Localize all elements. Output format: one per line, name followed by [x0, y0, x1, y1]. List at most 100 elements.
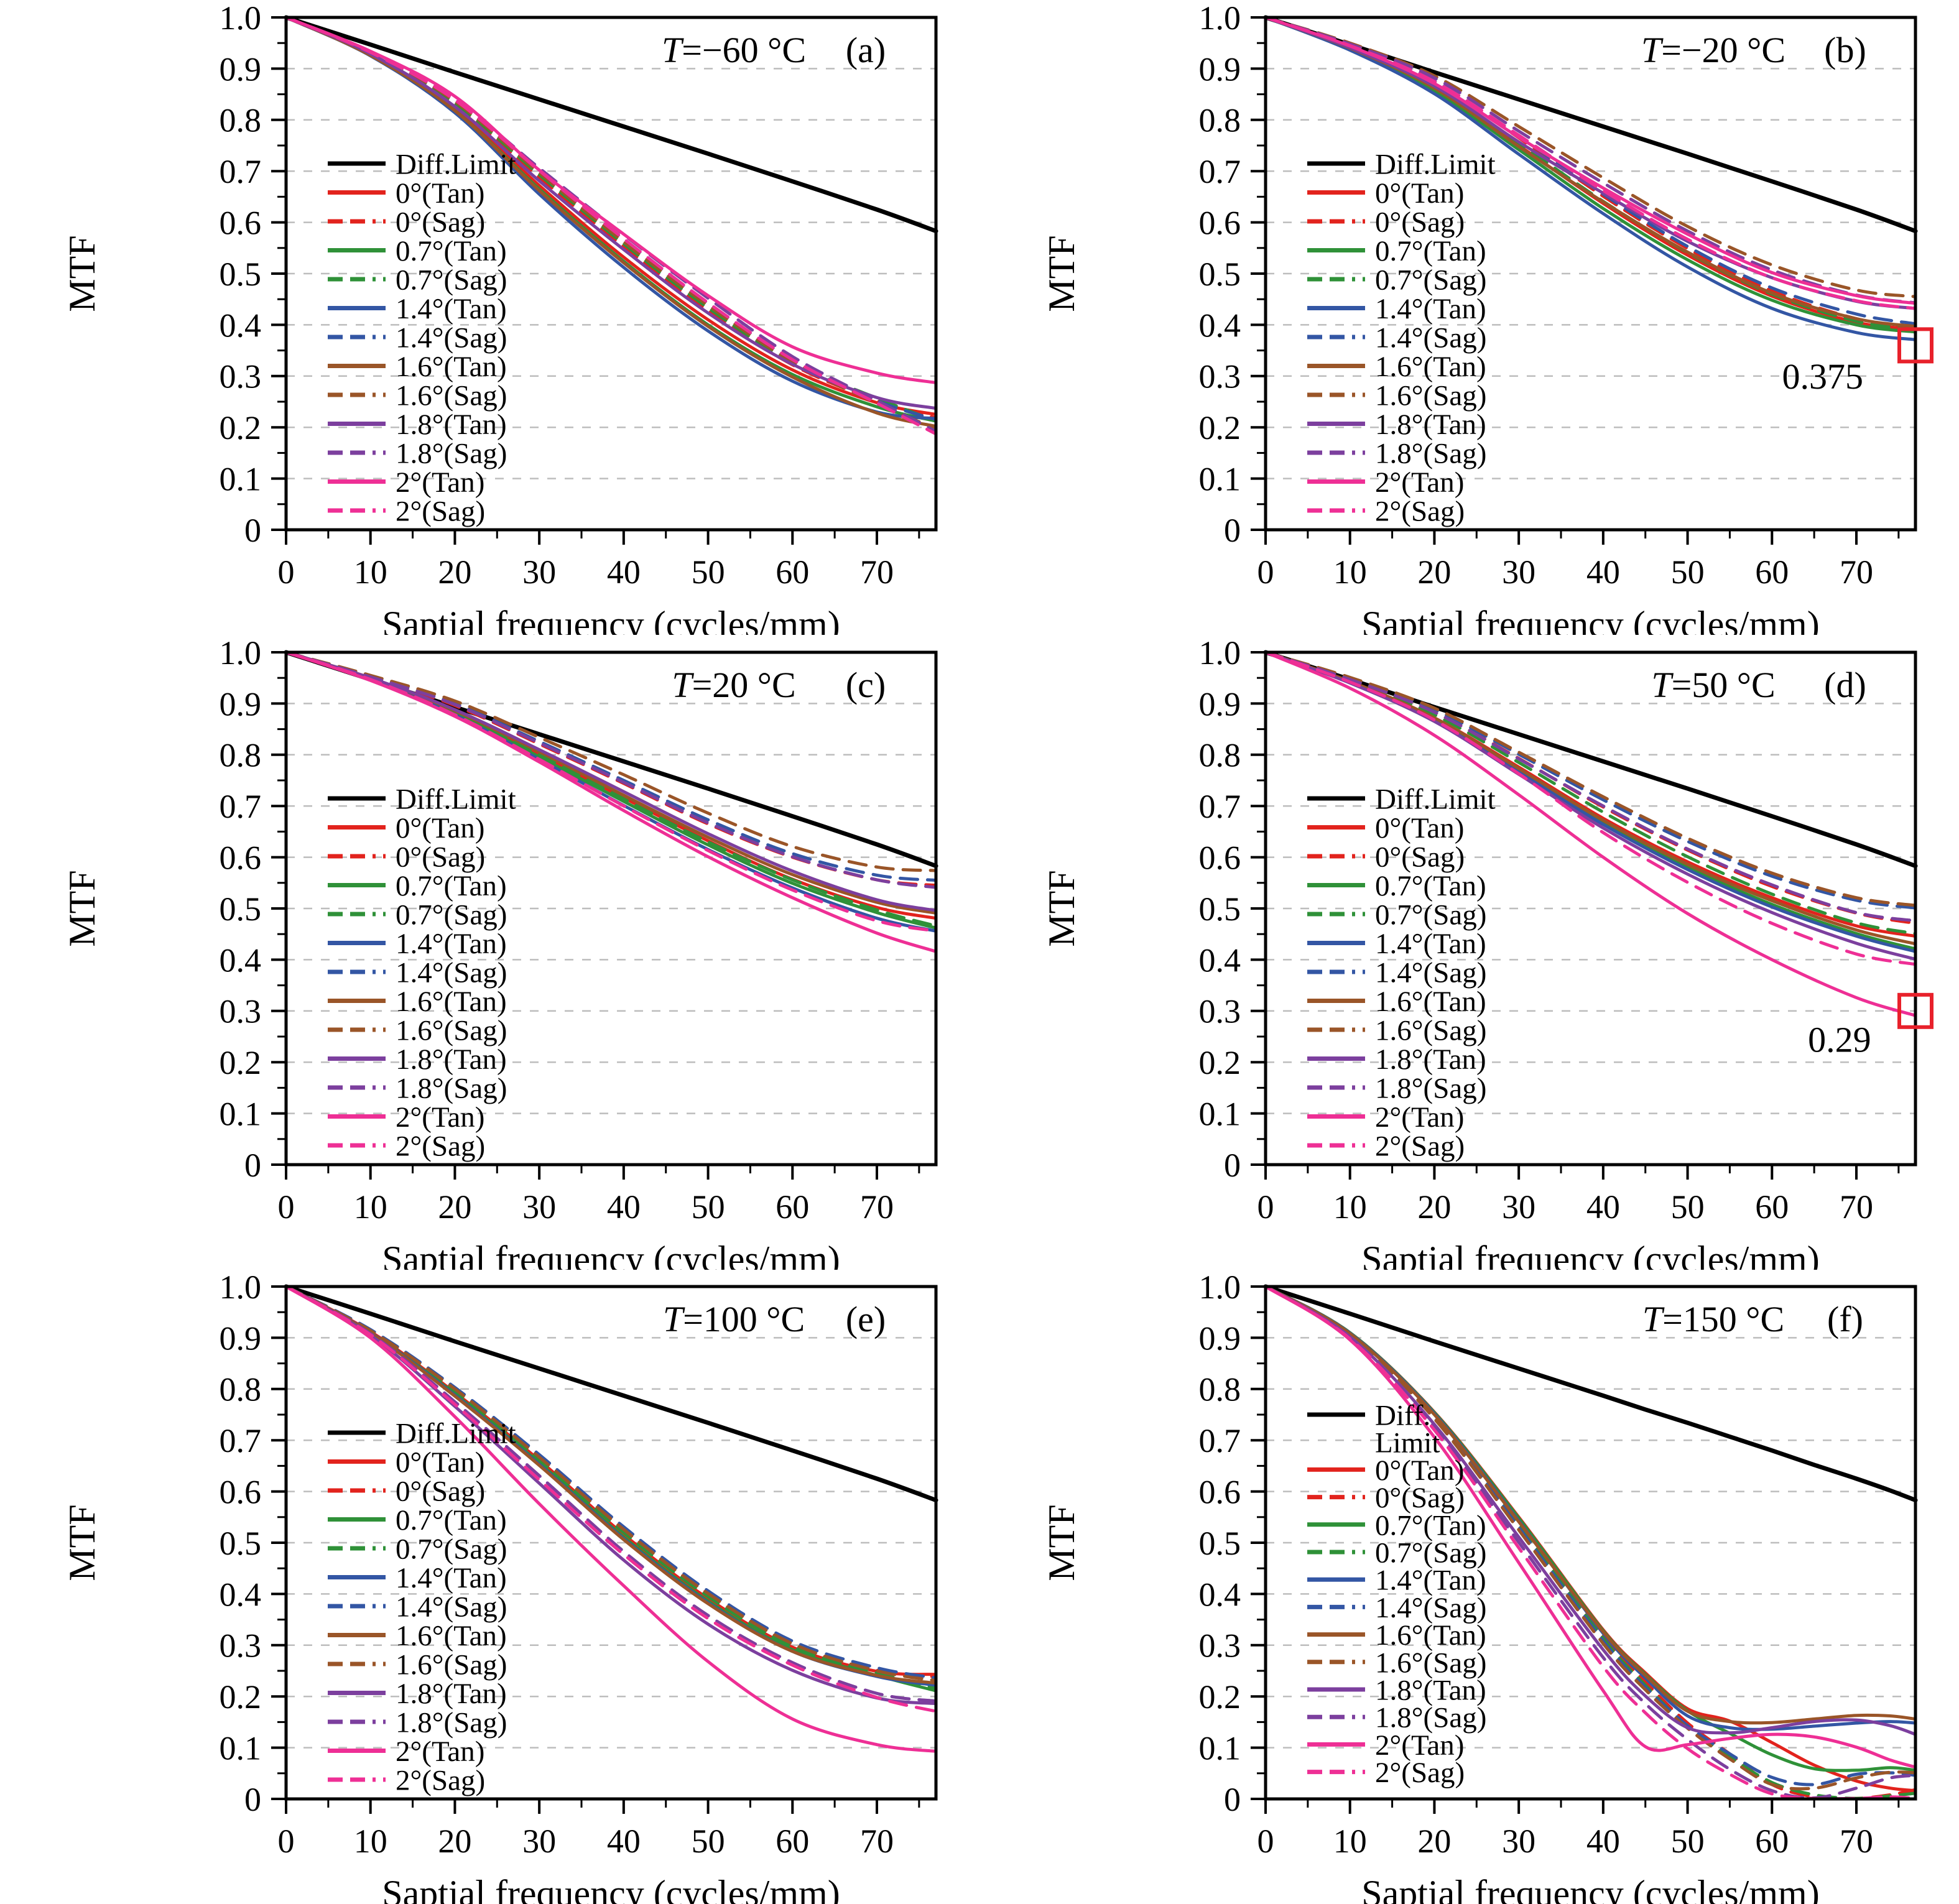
x-tick-label: 40 — [1586, 1188, 1620, 1226]
legend-label: 1.8°(Sag) — [396, 1072, 507, 1104]
x-tick-label: 20 — [1417, 1823, 1451, 1860]
legend-label: 0.7°(Tan) — [1375, 1509, 1486, 1541]
legend-label: 1.4°(Sag) — [1375, 321, 1486, 354]
x-tick-label: 10 — [354, 553, 387, 591]
legend-label: 2°(Tan) — [396, 1735, 484, 1768]
series-diff — [1263, 650, 1918, 869]
x-axis-title: Saptial frequency (cycles/mm) — [382, 1239, 840, 1270]
mtf-chart-(b): 0 10 20 30 40 50 60 70 0 0.1 0.2 0.3 0.4 0.5 0.6 0.7 0.8… — [1041, 0, 1934, 635]
panel-c-mtf-20c: 0 10 20 30 40 50 60 70 0 0.1 0.2 0.3 0.4 0.5 0.6 0.7 0.8… — [0, 635, 980, 1270]
series-sag16 — [1264, 16, 1917, 298]
series-sag16 — [284, 650, 938, 872]
x-tick-label: 20 — [1417, 1188, 1451, 1226]
x-tick-label: 30 — [1502, 1823, 1535, 1860]
y-tick-label: 1.0 — [220, 635, 262, 672]
panel-letter: (f) — [1827, 1299, 1863, 1339]
legend-label: 0°(Sag) — [1375, 206, 1465, 238]
annotation-value: 0.29 — [1808, 1019, 1871, 1060]
annotation-value: 0.375 — [1782, 356, 1863, 397]
x-tick-label: 40 — [1586, 1823, 1620, 1860]
panel-letter: (b) — [1824, 30, 1866, 70]
mtf-chart-(a): 0 10 20 30 40 50 60 70 0 0.1 0.2 0.3 0.4 0.5 0.6 0.7 0.8… — [62, 0, 938, 635]
mtf-chart-(c): 0 10 20 30 40 50 60 70 0 0.1 0.2 0.3 0.4 0.5 0.6 0.7 0.8… — [62, 635, 938, 1270]
x-tick-label: 60 — [776, 1188, 809, 1226]
y-tick-label: 0.3 — [220, 1627, 262, 1665]
series-sag16 — [1264, 650, 1917, 907]
legend-label: Diff.Limit — [1375, 783, 1496, 815]
x-tick-label: 70 — [860, 553, 894, 591]
legend-label: 1.8°(Sag) — [1375, 437, 1486, 469]
y-tick-label: 0.6 — [1199, 1474, 1241, 1511]
x-tick-label: 10 — [1333, 1823, 1367, 1860]
x-tick-label: 0 — [278, 1188, 295, 1226]
panel-title: T=50 °C — [1651, 665, 1775, 705]
y-tick-label: 0.3 — [1199, 358, 1241, 395]
x-tick-label: 60 — [1755, 1823, 1789, 1860]
x-axis-title: Saptial frequency (cycles/mm) — [382, 604, 840, 635]
x-tick-label: 50 — [1671, 553, 1705, 591]
panel-a-mtf-minus60c: 0 10 20 30 40 50 60 70 0 0.1 0.2 0.3 0.4 0.5 0.6 0.7 0.8… — [0, 0, 980, 635]
y-tick-label: 0.8 — [220, 102, 262, 139]
series-tan2 — [1264, 1285, 1917, 1769]
panel-b-mtf-minus20c: 0 10 20 30 40 50 60 70 0 0.1 0.2 0.3 0.4 0.5 0.6 0.7 0.8… — [980, 0, 1959, 635]
y-tick-label: 0.9 — [1199, 1319, 1241, 1357]
legend-label: 0°(Tan) — [1375, 1454, 1464, 1487]
legend-label: Diff.Limit — [396, 783, 516, 815]
y-tick-label: 0.3 — [1199, 1627, 1241, 1665]
x-tick-label: 30 — [522, 553, 556, 591]
x-tick-label: 60 — [1755, 1188, 1789, 1226]
x-tick-label: 50 — [1671, 1188, 1705, 1226]
legend-label: 1.8°(Sag) — [1375, 1702, 1486, 1734]
series-tan2 — [284, 1285, 938, 1753]
legend-label: 0.7°(Tan) — [396, 1504, 507, 1537]
x-tick-label: 70 — [860, 1188, 894, 1226]
gridlines — [1266, 703, 1915, 1114]
legend-label: 0°(Sag) — [396, 1475, 485, 1507]
legend-label: 2°(Tan) — [1375, 1101, 1464, 1134]
y-tick-label: 0.5 — [1199, 1525, 1241, 1562]
legend-label: 2°(Tan) — [1375, 1729, 1464, 1762]
y-tick-label: 0.9 — [1199, 50, 1241, 88]
y-tick-label: 0.6 — [220, 205, 262, 242]
legend-label: 1.6°(Sag) — [1375, 1014, 1486, 1047]
x-tick-label: 50 — [692, 1188, 725, 1226]
series-sag0 — [1264, 650, 1917, 925]
legend-label: 1.8°(Tan) — [396, 1043, 507, 1076]
legend-label: 1.6°(Sag) — [396, 1648, 507, 1681]
series-tan2 — [1264, 650, 1917, 1017]
y-tick-label: 0 — [244, 1781, 261, 1818]
x-tick-label: 0 — [278, 1823, 295, 1860]
x-tick-label: 30 — [1502, 553, 1535, 591]
legend-label: 1.8°(Sag) — [396, 1706, 507, 1739]
series-sag18 — [1264, 650, 1917, 923]
legend-label: 1.6°(Tan) — [1375, 1619, 1486, 1652]
panel-letter: (a) — [846, 30, 886, 70]
axis-ticks: 0 10 20 30 40 50 60 70 0 0.1 0.2 0.3 0.4 0.5 0.6 0.7 0.8… — [220, 635, 920, 1226]
legend-label: 0.7°(Tan) — [396, 235, 507, 267]
legend-label: 0°(Tan) — [396, 177, 484, 210]
legend-label: 1.4°(Sag) — [1375, 1592, 1486, 1624]
legend-label: 1.4°(Sag) — [396, 1591, 507, 1623]
series-sag2 — [284, 1285, 938, 1713]
series-diff — [1263, 1284, 1918, 1503]
y-tick-label: 0 — [244, 1147, 261, 1184]
legend-label: 0.7°(Sag) — [1375, 264, 1486, 296]
series-sag2 — [1264, 16, 1917, 310]
x-tick-label: 20 — [438, 1188, 471, 1226]
y-tick-label: 0.7 — [220, 788, 262, 825]
series-sag14 — [1264, 1285, 1917, 1786]
series-sag18 — [284, 650, 938, 889]
series-sag2 — [1264, 1285, 1917, 1801]
x-tick-label: 10 — [354, 1188, 387, 1226]
y-tick-label: 0.2 — [220, 1044, 262, 1081]
x-tick-label: 10 — [1333, 1188, 1367, 1226]
y-tick-label: 0.1 — [1199, 1096, 1241, 1133]
x-tick-label: 40 — [607, 1823, 641, 1860]
curves — [1263, 1284, 1918, 1801]
x-axis-title: Saptial frequency (cycles/mm) — [1361, 1239, 1819, 1270]
legend-label: 1.6°(Tan) — [396, 351, 507, 383]
x-tick-label: 70 — [1840, 1823, 1873, 1860]
y-tick-label: 0.2 — [1199, 1678, 1241, 1716]
y-tick-label: 0.9 — [220, 685, 262, 723]
